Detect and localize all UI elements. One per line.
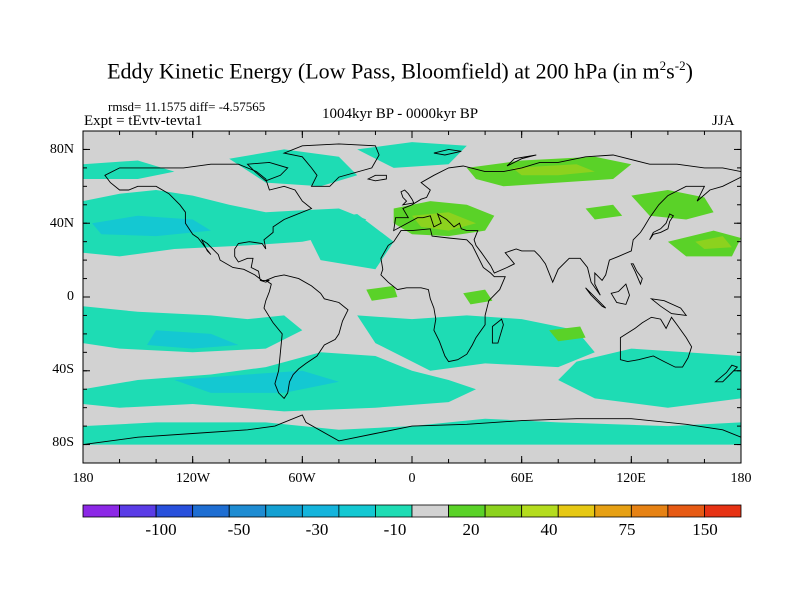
lon-label-120e: 120E — [616, 471, 646, 486]
lon-label-0: 0 — [408, 471, 416, 486]
lon-label-180e: 180 — [730, 471, 752, 486]
anomaly-negative-indian-ocean — [558, 348, 741, 408]
map-background — [83, 131, 741, 463]
colorbar-swatch — [557, 504, 596, 518]
anomaly-positive-west-pacific-core — [695, 236, 732, 249]
colorbar-swatch — [630, 504, 669, 518]
coastline-eurasia — [393, 154, 742, 296]
anomaly-positive-central-africa — [366, 285, 398, 301]
coastline-layer — [82, 143, 742, 446]
colorbar-label: -10 — [383, 520, 407, 539]
colorbar-label: 75 — [618, 520, 636, 539]
coastline-novaya-zemlya — [506, 154, 537, 167]
anomaly-negative-north-pacific-core — [92, 215, 211, 237]
lon-label-60e: 60E — [510, 471, 534, 486]
field-layer — [83, 131, 741, 463]
colorbar-label: -30 — [305, 520, 329, 539]
lon-label-120w: 120W — [175, 471, 211, 486]
coastline-australia — [619, 316, 693, 368]
colorbar-swatch — [119, 504, 157, 518]
figure-title: Eddy Kinetic Energy (Low Pass, Bloomfiel… — [107, 58, 693, 84]
colorbar-swatch — [301, 504, 340, 518]
period-label: 1004kyr BP - 0000kyr BP — [322, 106, 479, 122]
coastline-greenland — [282, 143, 380, 187]
anomaly-positive-east-africa — [463, 289, 493, 305]
colorbar-swatch — [265, 504, 303, 518]
coastline-new-guinea — [649, 298, 688, 316]
colorbar-label: -50 — [227, 520, 251, 539]
anomaly-negative-south-pacific-core — [147, 330, 239, 349]
coastline-sumatra — [585, 287, 607, 309]
anomaly-positive-eurasia-core — [512, 164, 595, 176]
colorbar — [82, 504, 742, 518]
season-label: JJA — [712, 113, 735, 129]
colorbar-swatch — [228, 504, 267, 518]
colorbar-label: 150 — [692, 520, 718, 539]
anomaly-positive-indian-west — [549, 326, 586, 342]
coastline-british-isles — [400, 189, 415, 206]
coastline-south-america — [263, 274, 349, 400]
anomaly-positive-central-asia — [585, 204, 623, 220]
colorbar-swatch — [448, 504, 486, 518]
anomaly-negative-north-atlantic-arctic — [357, 142, 467, 168]
colorbar-swatch — [192, 504, 230, 518]
anomaly-negative-southern-ocean-core — [174, 370, 339, 393]
coastline-philippines — [630, 263, 643, 286]
colorbar-swatch — [375, 504, 413, 518]
lat-label-40n: 40N — [49, 216, 74, 231]
rmsd-diff-label: rmsd= 11.1575 diff= -4.57565 — [108, 99, 266, 114]
lat-label-0: 0 — [67, 289, 74, 304]
colorbar-label: 40 — [540, 520, 558, 539]
coastline-africa — [380, 228, 506, 363]
coastline-new-zealand — [714, 364, 739, 383]
lat-label-80s: 80S — [52, 435, 74, 450]
coastline-baffin-island — [246, 161, 289, 182]
colorbar-swatch — [82, 504, 120, 518]
anomaly-negative-north-pacific — [83, 190, 367, 257]
colorbar-swatch — [667, 504, 705, 518]
coastline-borneo — [610, 283, 630, 305]
anomaly-negative-antarctic-rim — [83, 418, 741, 445]
anomaly-negative-south-pacific — [83, 306, 303, 353]
colorbar-swatch — [338, 504, 376, 518]
colorbar-swatch — [155, 504, 194, 518]
lon-label-60w: 60W — [288, 471, 316, 486]
colorbar-swatch — [411, 504, 449, 518]
anomaly-positive-east-asia — [631, 190, 714, 220]
coastline-antarctica — [82, 414, 742, 446]
colorbar-swatch — [594, 504, 632, 518]
coastline-japan — [649, 213, 675, 241]
lat-label-40s: 40S — [52, 362, 74, 377]
anomaly-negative-east-atlantic — [302, 214, 394, 270]
coastline-north-america — [104, 163, 313, 283]
experiment-label: Expt = tEvtv-tevta1 — [84, 113, 203, 129]
lon-label-180w: 180 — [72, 471, 94, 486]
lat-label-80n: 80N — [49, 142, 74, 157]
coastline-madagascar — [491, 318, 504, 344]
colorbar-swatch — [484, 504, 523, 518]
colorbar-swatch — [704, 504, 742, 518]
colorbar-swatch — [521, 504, 559, 518]
tick-layer — [82, 130, 742, 464]
colorbar-label: 20 — [462, 520, 480, 539]
coastline-iceland — [366, 174, 387, 182]
coastline-svalbard — [433, 148, 462, 156]
anomaly-negative-south-atlantic — [357, 315, 595, 371]
colorbar-label: -100 — [145, 520, 177, 539]
